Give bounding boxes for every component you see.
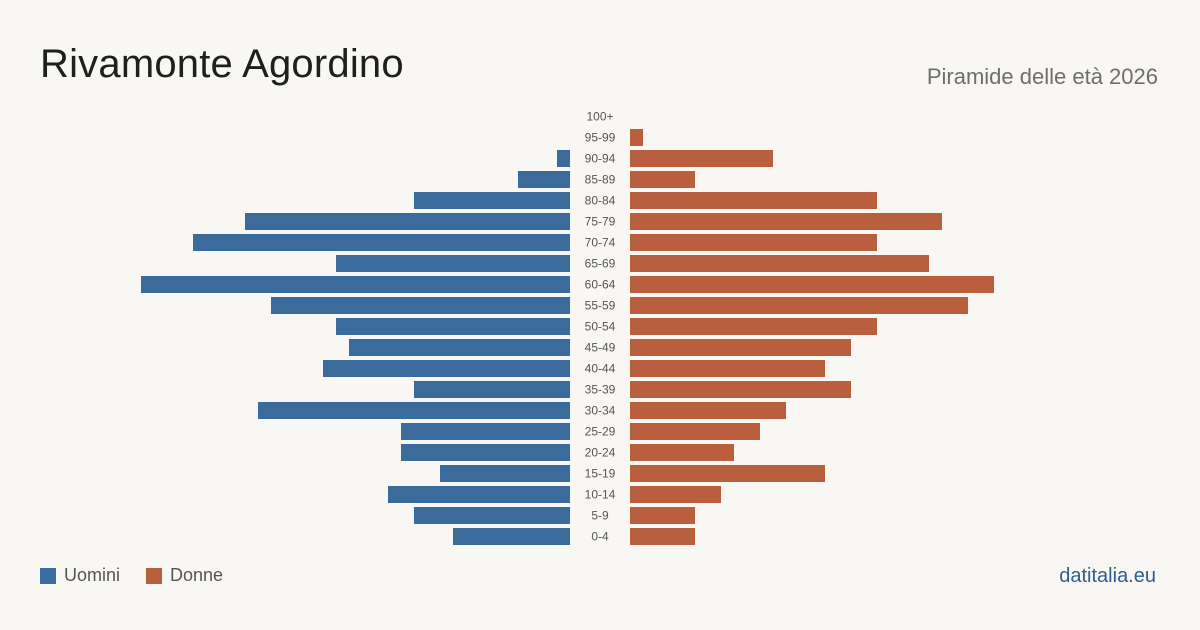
bar-men-15-19 — [440, 465, 570, 482]
age-label-65-69: 65-69 — [585, 257, 616, 271]
age-label-40-44: 40-44 — [585, 362, 616, 376]
bar-women-65-69 — [630, 255, 929, 272]
bar-men-20-24 — [401, 444, 570, 461]
bar-men-70-74 — [193, 234, 570, 251]
bar-women-0-4 — [630, 528, 695, 545]
age-label-95-99: 95-99 — [585, 131, 616, 145]
bar-men-35-39 — [414, 381, 570, 398]
bar-men-10-14 — [388, 486, 570, 503]
age-label-15-19: 15-19 — [585, 467, 616, 481]
legend-swatch-men — [40, 567, 56, 584]
bar-women-75-79 — [630, 213, 942, 230]
bar-women-70-74 — [630, 234, 877, 251]
age-label-75-79: 75-79 — [585, 215, 616, 229]
age-label-30-34: 30-34 — [585, 404, 616, 418]
bar-women-60-64 — [630, 276, 994, 293]
legend-item-men: Uomini — [40, 565, 120, 586]
legend: Uomini Donne — [40, 565, 223, 586]
age-label-35-39: 35-39 — [585, 383, 616, 397]
age-label-5-9: 5-9 — [591, 509, 609, 523]
page-title: Rivamonte Agordino — [40, 42, 404, 86]
bar-men-30-34 — [258, 402, 570, 419]
age-label-60-64: 60-64 — [585, 278, 616, 292]
bar-men-55-59 — [271, 297, 570, 314]
bar-men-5-9 — [414, 507, 570, 524]
bar-women-35-39 — [630, 381, 851, 398]
bar-women-10-14 — [630, 486, 721, 503]
age-label-80-84: 80-84 — [585, 194, 616, 208]
bar-women-15-19 — [630, 465, 825, 482]
age-label-70-74: 70-74 — [585, 236, 616, 250]
bar-women-40-44 — [630, 360, 825, 377]
page-subtitle: Piramide delle età 2026 — [926, 64, 1158, 89]
age-label-50-54: 50-54 — [585, 320, 616, 334]
bar-men-90-94 — [557, 150, 570, 167]
bar-women-25-29 — [630, 423, 760, 440]
bar-women-90-94 — [630, 150, 773, 167]
bar-women-20-24 — [630, 444, 734, 461]
age-label-45-49: 45-49 — [585, 341, 616, 355]
age-label-0-4: 0-4 — [591, 530, 609, 544]
age-label-90-94: 90-94 — [585, 152, 616, 166]
bar-women-85-89 — [630, 171, 695, 188]
age-label-55-59: 55-59 — [585, 299, 616, 313]
age-label-25-29: 25-29 — [585, 425, 616, 439]
brand-link[interactable]: datitalia.eu — [1059, 565, 1156, 587]
bar-women-80-84 — [630, 192, 877, 209]
bar-men-40-44 — [323, 360, 570, 377]
bar-men-60-64 — [141, 276, 570, 293]
legend-label-women: Donne — [170, 565, 224, 585]
bar-men-0-4 — [453, 528, 570, 545]
legend-item-women: Donne — [146, 565, 223, 586]
bar-men-25-29 — [401, 423, 570, 440]
legend-label-men: Uomini — [64, 565, 121, 585]
bar-men-85-89 — [518, 171, 570, 188]
bar-men-50-54 — [336, 318, 570, 335]
age-label-100plus: 100+ — [586, 110, 613, 124]
bar-men-75-79 — [245, 213, 570, 230]
age-label-20-24: 20-24 — [585, 446, 616, 460]
legend-swatch-women — [146, 567, 163, 584]
bar-men-45-49 — [349, 339, 570, 356]
bar-women-55-59 — [630, 297, 968, 314]
bar-women-45-49 — [630, 339, 851, 356]
age-label-10-14: 10-14 — [585, 488, 616, 502]
bar-women-95-99 — [630, 129, 643, 146]
bar-women-50-54 — [630, 318, 877, 335]
age-label-85-89: 85-89 — [585, 173, 616, 187]
bar-men-80-84 — [414, 192, 570, 209]
bar-men-65-69 — [336, 255, 570, 272]
bar-women-30-34 — [630, 402, 786, 419]
bar-women-5-9 — [630, 507, 695, 524]
